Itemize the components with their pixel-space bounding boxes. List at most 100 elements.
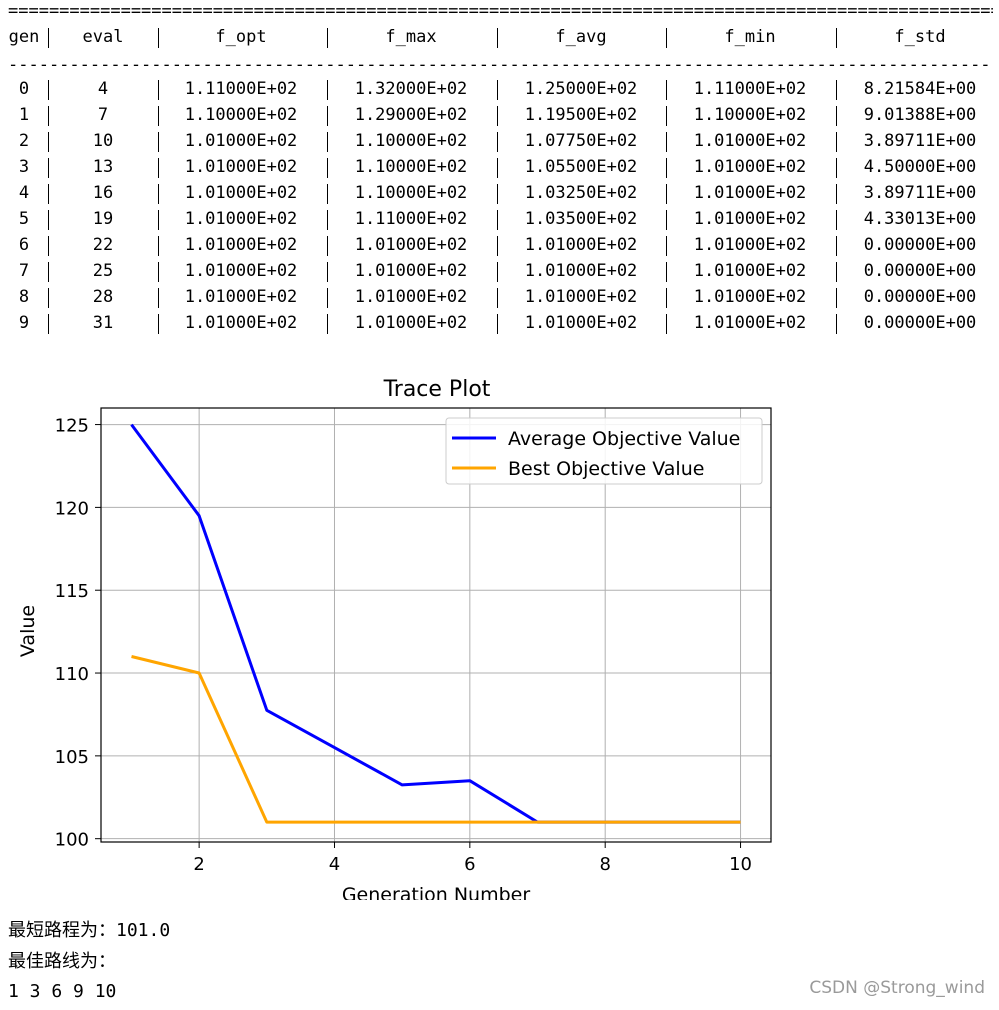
table-cell: 3.89711E+00 (863, 183, 977, 203)
table-column-divider (48, 236, 49, 256)
plot-frame (100, 407, 772, 843)
table-cell: 4 (97, 79, 109, 99)
table-column-divider (327, 106, 328, 126)
table-cell: 1.32000E+02 (354, 79, 468, 99)
table-cell: 1.01000E+02 (693, 209, 807, 229)
table-cell: 1.01000E+02 (524, 313, 638, 333)
x-tick-label: 10 (729, 854, 752, 875)
table-header-rule: ----------------------------------------… (8, 57, 993, 74)
table-column-divider (497, 314, 498, 334)
table-column-divider (158, 236, 159, 256)
table-column-divider (158, 80, 159, 100)
shortest-distance-output: 最短路程为：101.0 (8, 920, 171, 941)
y-tick-label: 110 (55, 664, 89, 685)
table-column-divider (666, 288, 667, 308)
table-column-divider (836, 106, 837, 126)
table-column-divider (327, 288, 328, 308)
table-column-divider (497, 158, 498, 178)
legend-label: Best Objective Value (508, 458, 704, 480)
table-column-divider (327, 184, 328, 204)
table-column-divider (48, 314, 49, 334)
table-header-cell: f_opt (215, 27, 267, 47)
y-tick-label: 125 (55, 416, 89, 437)
table-column-divider (327, 80, 328, 100)
table-column-divider (327, 210, 328, 230)
table-cell: 1.01000E+02 (693, 235, 807, 255)
table-column-divider (158, 106, 159, 126)
table-cell: 31 (92, 313, 114, 333)
table-column-divider (666, 132, 667, 152)
table-cell: 1.29000E+02 (354, 105, 468, 125)
chart-title: Trace Plot (383, 377, 491, 402)
table-cell: 1.01000E+02 (354, 313, 468, 333)
table-cell: 1.05500E+02 (524, 157, 638, 177)
table-cell: 1.11000E+02 (184, 79, 298, 99)
y-tick-label: 100 (55, 830, 89, 851)
table-cell: 0 (18, 79, 30, 99)
table-cell: 0.00000E+00 (863, 287, 977, 307)
table-cell: 19 (92, 209, 114, 229)
x-tick-label: 4 (329, 854, 340, 875)
table-cell: 1.19500E+02 (524, 105, 638, 125)
table-cell: 1.07750E+02 (524, 131, 638, 151)
table-column-divider (666, 158, 667, 178)
table-header-cell: f_std (894, 27, 946, 47)
table-cell: 4.33013E+00 (863, 209, 977, 229)
table-column-divider (836, 132, 837, 152)
table-column-divider (836, 262, 837, 282)
table-cell: 10 (92, 131, 114, 151)
table-header-cell: eval (82, 27, 124, 47)
y-axis-label: Value (17, 605, 39, 657)
table-column-divider (497, 288, 498, 308)
table-cell: 7 (18, 261, 30, 281)
table-column-divider (836, 314, 837, 334)
x-tick-label: 6 (464, 854, 475, 875)
table-cell: 3 (18, 157, 30, 177)
table-cell: 2 (18, 131, 30, 151)
table-column-divider (836, 28, 837, 48)
results-table: ========================================… (0, 0, 999, 340)
table-header-cell: gen (8, 27, 40, 47)
table-cell: 1.01000E+02 (693, 183, 807, 203)
table-cell: 1.01000E+02 (693, 157, 807, 177)
table-column-divider (48, 262, 49, 282)
table-cell: 6 (18, 235, 30, 255)
y-tick-label: 105 (55, 747, 89, 768)
table-cell: 1.10000E+02 (184, 105, 298, 125)
table-cell: 1.01000E+02 (184, 131, 298, 151)
table-column-divider (666, 28, 667, 48)
table-cell: 0.00000E+00 (863, 235, 977, 255)
table-cell: 1.01000E+02 (524, 235, 638, 255)
x-tick-label: 8 (599, 854, 610, 875)
table-column-divider (158, 262, 159, 282)
table-header-cell: f_avg (555, 27, 607, 47)
table-column-divider (48, 158, 49, 178)
y-tick-label: 120 (55, 498, 89, 519)
table-column-divider (666, 184, 667, 204)
table-cell: 1.03250E+02 (524, 183, 638, 203)
table-cell: 8 (18, 287, 30, 307)
best-route-output: 1 3 6 9 10 (8, 981, 117, 1002)
legend: Average Objective Value Best Objective Va… (445, 417, 763, 485)
table-cell: 3.89711E+00 (863, 131, 977, 151)
table-column-divider (327, 314, 328, 334)
table-cell: 4.50000E+00 (863, 157, 977, 177)
table-column-divider (497, 132, 498, 152)
legend-label: Average Objective Value (508, 428, 740, 450)
table-column-divider (48, 132, 49, 152)
table-column-divider (327, 158, 328, 178)
table-cell: 4 (18, 183, 30, 203)
table-column-divider (48, 28, 49, 48)
table-column-divider (497, 184, 498, 204)
table-cell: 1.10000E+02 (354, 183, 468, 203)
table-column-divider (666, 106, 667, 126)
table-column-divider (158, 314, 159, 334)
table-cell: 1.10000E+02 (354, 157, 468, 177)
table-cell: 1.01000E+02 (693, 131, 807, 151)
best-objective-value-line (131, 655, 741, 824)
table-cell: 1.01000E+02 (184, 287, 298, 307)
table-column-divider (48, 288, 49, 308)
table-cell: 7 (97, 105, 109, 125)
table-column-divider (327, 28, 328, 48)
table-column-divider (158, 158, 159, 178)
